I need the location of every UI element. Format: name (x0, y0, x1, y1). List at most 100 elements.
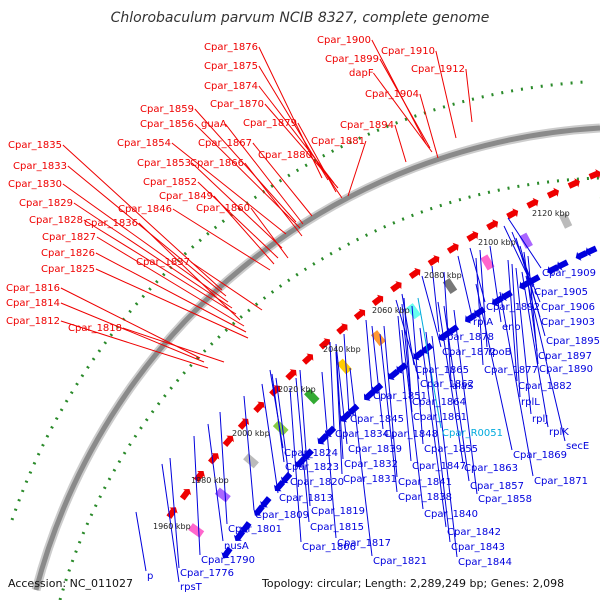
gene-label-Cpar_1878: Cpar_1878 (440, 332, 494, 343)
gene-label-Cpar_1806: Cpar_1806 (302, 542, 356, 553)
forward-gene-arrow (318, 338, 331, 350)
tick-2040: 2040 kbp (323, 345, 361, 354)
leader-line-Cpar_1869 (475, 283, 513, 451)
gene-label-Cpar_1905: Cpar_1905 (534, 287, 588, 298)
gene-label-Cpar_1816: Cpar_1816 (6, 283, 60, 294)
gene-label-Cpar_1853: Cpar_1853 (137, 158, 191, 169)
forward-gene-arrow (506, 208, 519, 220)
leader-line-Cpar_1882 (507, 259, 518, 382)
gene-label-Cpar_1867: Cpar_1867 (198, 138, 252, 149)
forward-gene-arrow (567, 178, 580, 189)
gene-label-Cpar_1854: Cpar_1854 (117, 138, 171, 149)
leader-line-Cpar_1776 (169, 457, 180, 569)
tick-2100: 2100 kbp (478, 238, 516, 247)
label-leader-lines (60, 39, 566, 583)
gene-label-Cpar_1818: Cpar_1818 (68, 323, 122, 334)
leader-line-Cpar_1880 (312, 154, 343, 199)
feature-block (188, 523, 205, 538)
gene-label-Cpar_1863: Cpar_1863 (464, 463, 518, 474)
gene-label-Cpar_1855: Cpar_1855 (424, 444, 478, 455)
gene-label-Cpar_1849: Cpar_1849 (159, 191, 213, 202)
forward-gene-arrow (371, 294, 384, 307)
leader-line-Cpar_1847 (397, 315, 412, 462)
gene-label-rplL: rplL (521, 397, 540, 408)
leader-line-Cpar_1881 (347, 140, 367, 197)
gene-label-Cpar_1812: Cpar_1812 (6, 316, 60, 327)
feature-block (370, 330, 386, 347)
gene-label-Cpar_1826: Cpar_1826 (41, 248, 95, 259)
gene-label-Cpar_1790: Cpar_1790 (201, 555, 255, 566)
leader-line-Cpar_1910 (435, 50, 457, 139)
accession-text: Accession: NC_011027 (8, 577, 134, 590)
leader-line-rplA (457, 255, 473, 318)
leader-line-nusA (207, 423, 224, 542)
gene-label-Cpar_1836: Cpar_1836 (84, 218, 138, 229)
leader-line-Cpar_1867 (252, 142, 313, 217)
leader-line-Cpar_1813 (261, 383, 279, 494)
gene-label-Cpar_1842: Cpar_1842 (447, 527, 501, 538)
tick-2000: 2000 kbp (232, 429, 270, 438)
feature-block (214, 487, 231, 503)
gene-label-rplA: rplA (473, 317, 493, 328)
feature-block (336, 358, 353, 375)
forward-gene-arrow (301, 353, 314, 365)
gene-label-Cpar_1897: Cpar_1897 (538, 351, 592, 362)
tick-1960: 1960 kbp (153, 522, 191, 531)
leader-line-Cpar_1872 (421, 275, 442, 348)
gene-label-Cpar_1876: Cpar_1876 (204, 42, 258, 53)
leader-line-Cpar_1899 (379, 58, 431, 149)
leader-line-Cpar_1839 (335, 343, 348, 445)
gene-label-Cpar_1819: Cpar_1819 (311, 506, 365, 517)
gene-label-Cpar_1872: Cpar_1872 (442, 347, 496, 358)
leader-line-Cpar_1904 (419, 93, 439, 159)
gene-label-Cpar_1824: Cpar_1824 (284, 448, 338, 459)
gene-label-Cpar_1820: Cpar_1820 (290, 477, 344, 488)
feature-block (304, 388, 320, 405)
leader-line-Cpar_1865 (401, 293, 415, 366)
gene-label-Cpar_1865: Cpar_1865 (415, 365, 469, 376)
forward-gene-arrow (353, 308, 366, 321)
outer-dotted-ring (10, 80, 586, 521)
gene-label-alaS: alaS (452, 381, 473, 392)
forward-gene-arrow (588, 169, 600, 180)
gene-label-Cpar_1866: Cpar_1866 (190, 158, 244, 169)
leader-line-Cpar_1848 (371, 325, 384, 430)
leader-line-Cpar_1858 (453, 309, 478, 495)
leader-line-rplK (521, 271, 549, 428)
gene-label-rplK: rplK (549, 427, 569, 438)
forward-gene-arrow (486, 219, 499, 231)
gene-label-guaA: guaA (201, 119, 227, 130)
leader-line-Cpar_1852 (197, 181, 279, 259)
gene-label-Cpar_1856: Cpar_1856 (140, 119, 194, 130)
gene-label-Cpar_1847: Cpar_1847 (412, 461, 466, 472)
gene-label-Cpar_1825: Cpar_1825 (41, 264, 95, 275)
leader-line-Cpar_1817 (321, 371, 337, 539)
reverse-gene-arrow (302, 448, 314, 460)
reverse-gene-arrow (585, 245, 598, 257)
reverse-gene-arrow (260, 496, 272, 508)
reverse-gene-arrow (324, 425, 337, 437)
forward-gene-arrow (427, 255, 440, 267)
gene-label-dapF: dapF (349, 68, 374, 79)
leader-line-Cpar_1876 (258, 46, 323, 179)
gene-label-secE: secE (566, 441, 589, 452)
forward-gene-arrow (446, 242, 459, 254)
gene-label-Cpar_1813: Cpar_1813 (279, 493, 333, 504)
gene-label-Cpar_1838: Cpar_1838 (398, 492, 452, 503)
leader-line-Cpar_1912 (465, 68, 473, 123)
gene-label-Cpar_1845: Cpar_1845 (350, 414, 404, 425)
gene-label-Cpar_1879: Cpar_1879 (243, 118, 297, 129)
gene-label-Cpar_1815: Cpar_1815 (310, 522, 364, 533)
leader-line-Cpar_1862 (395, 299, 420, 380)
gene-label-Cpar_1844: Cpar_1844 (458, 557, 512, 568)
feature-block (480, 254, 495, 271)
tick-1980: 1980 kbp (191, 476, 229, 485)
forward-gene-arrow (166, 507, 178, 519)
leader-line-Cpar_1857 (443, 305, 470, 482)
leader-line-Cpar_1853 (191, 162, 283, 249)
tick-2080: 2080 kbp (424, 271, 462, 280)
gene-label-Cpar_1880: Cpar_1880 (258, 150, 312, 161)
gene-label-Cpar_1834: Cpar_1834 (335, 429, 389, 440)
gene-label-Cpar_1832: Cpar_1832 (344, 459, 398, 470)
leader-line-Cpar_1836 (138, 222, 241, 321)
